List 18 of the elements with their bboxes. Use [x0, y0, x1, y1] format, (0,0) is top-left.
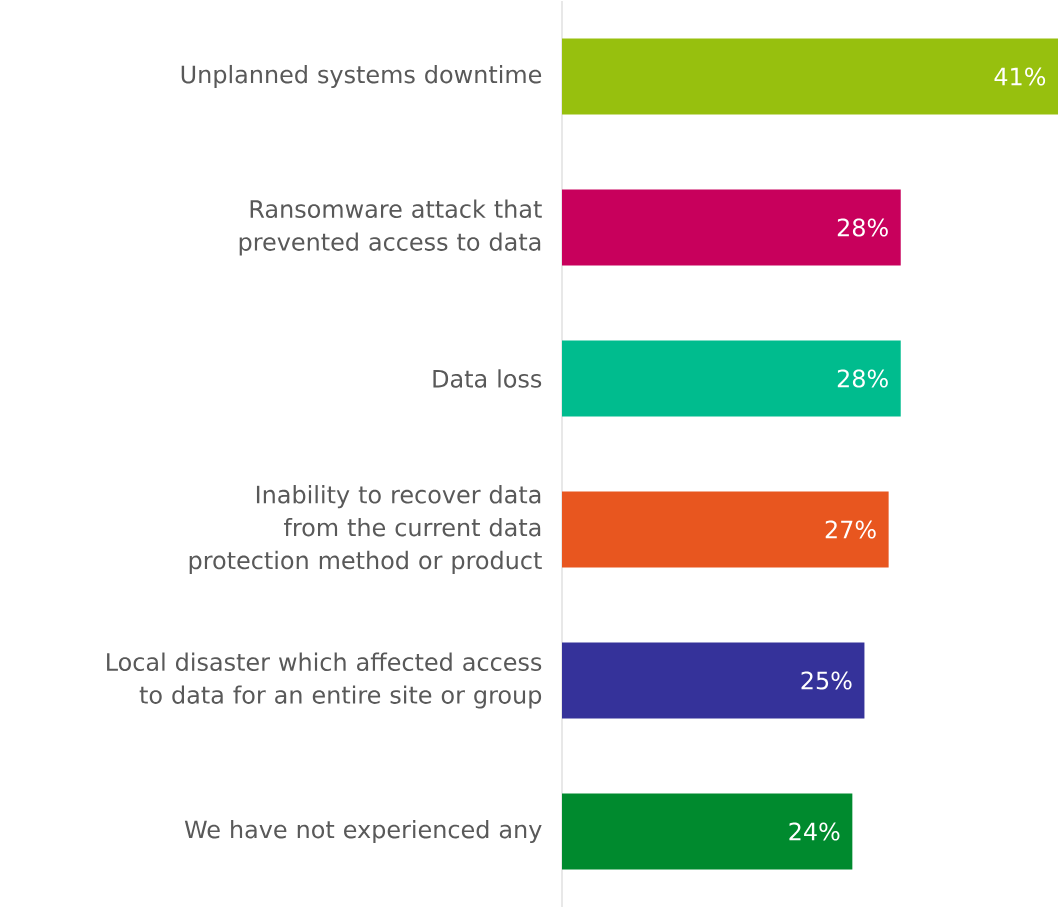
data-label: 25% [801, 671, 852, 690]
bar [562, 38, 1058, 115]
y-tick-label: We have not experienced any [184, 819, 542, 844]
bar [562, 491, 889, 568]
y-tick-label: Ransomware attack that prevented access to data [239, 199, 542, 256]
bar [562, 340, 901, 417]
data-label: 28% [837, 369, 888, 388]
data-label: 28% [837, 218, 888, 237]
y-tick-label: Data loss [433, 369, 542, 388]
data-label: 24% [789, 822, 840, 841]
y-tick-label: Local disaster which affected access to data for an entire site or group [107, 652, 542, 709]
bar [562, 793, 853, 870]
data-label: 27% [825, 520, 876, 539]
bar [562, 189, 901, 266]
bar [562, 642, 865, 719]
data-label: 41% [994, 67, 1046, 86]
y-tick-label: Unplanned systems downtime [181, 64, 542, 89]
y-tick-label: Inability to recover data from the current data protection method or product [189, 485, 542, 574]
